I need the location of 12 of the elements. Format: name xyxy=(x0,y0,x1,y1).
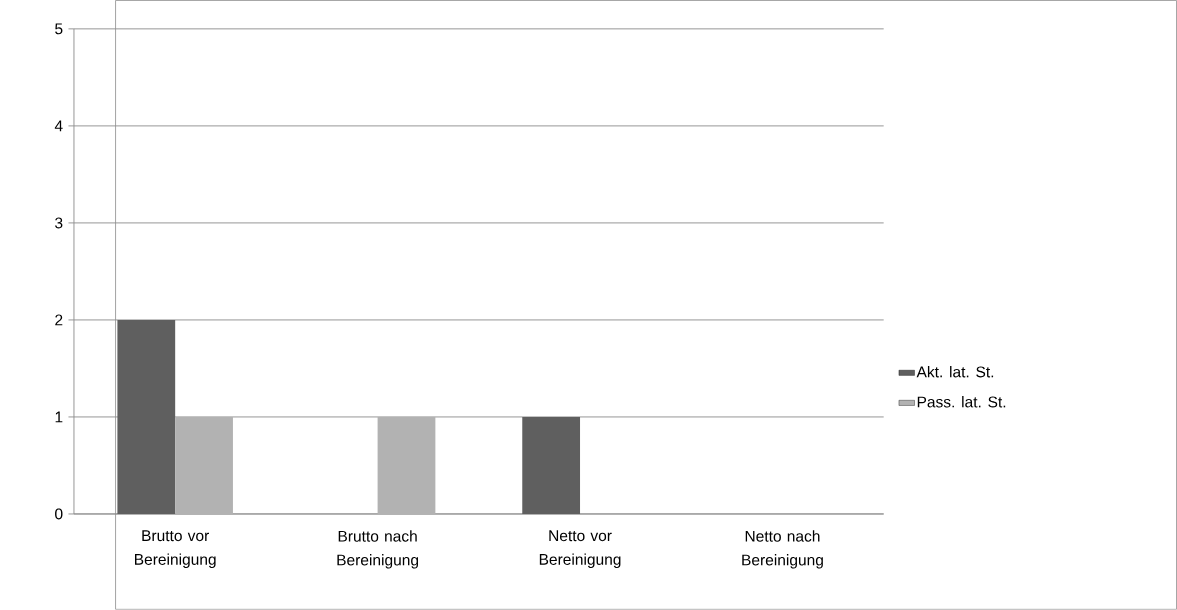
y-tick-label: 1 xyxy=(55,411,63,423)
y-tick-label: 3 xyxy=(55,217,63,229)
y-tick-label: 4 xyxy=(54,120,63,132)
legend-label: Akt. lat. St. xyxy=(916,366,994,378)
x-tick-label: Brutto nach Bereinigung xyxy=(337,530,419,569)
x-tick-label: Netto vor Bereinigung xyxy=(539,530,621,569)
y-tick-label: 2 xyxy=(55,314,63,326)
legend-label: Pass. lat. St. xyxy=(917,396,1006,408)
y-tick-label: 0 xyxy=(55,508,63,520)
x-tick-label: Brutto vor Bereinigung xyxy=(135,530,216,569)
x-tick-label: Netto nach Bereinigung xyxy=(742,530,823,569)
y-tick-label: 5 xyxy=(55,23,63,35)
